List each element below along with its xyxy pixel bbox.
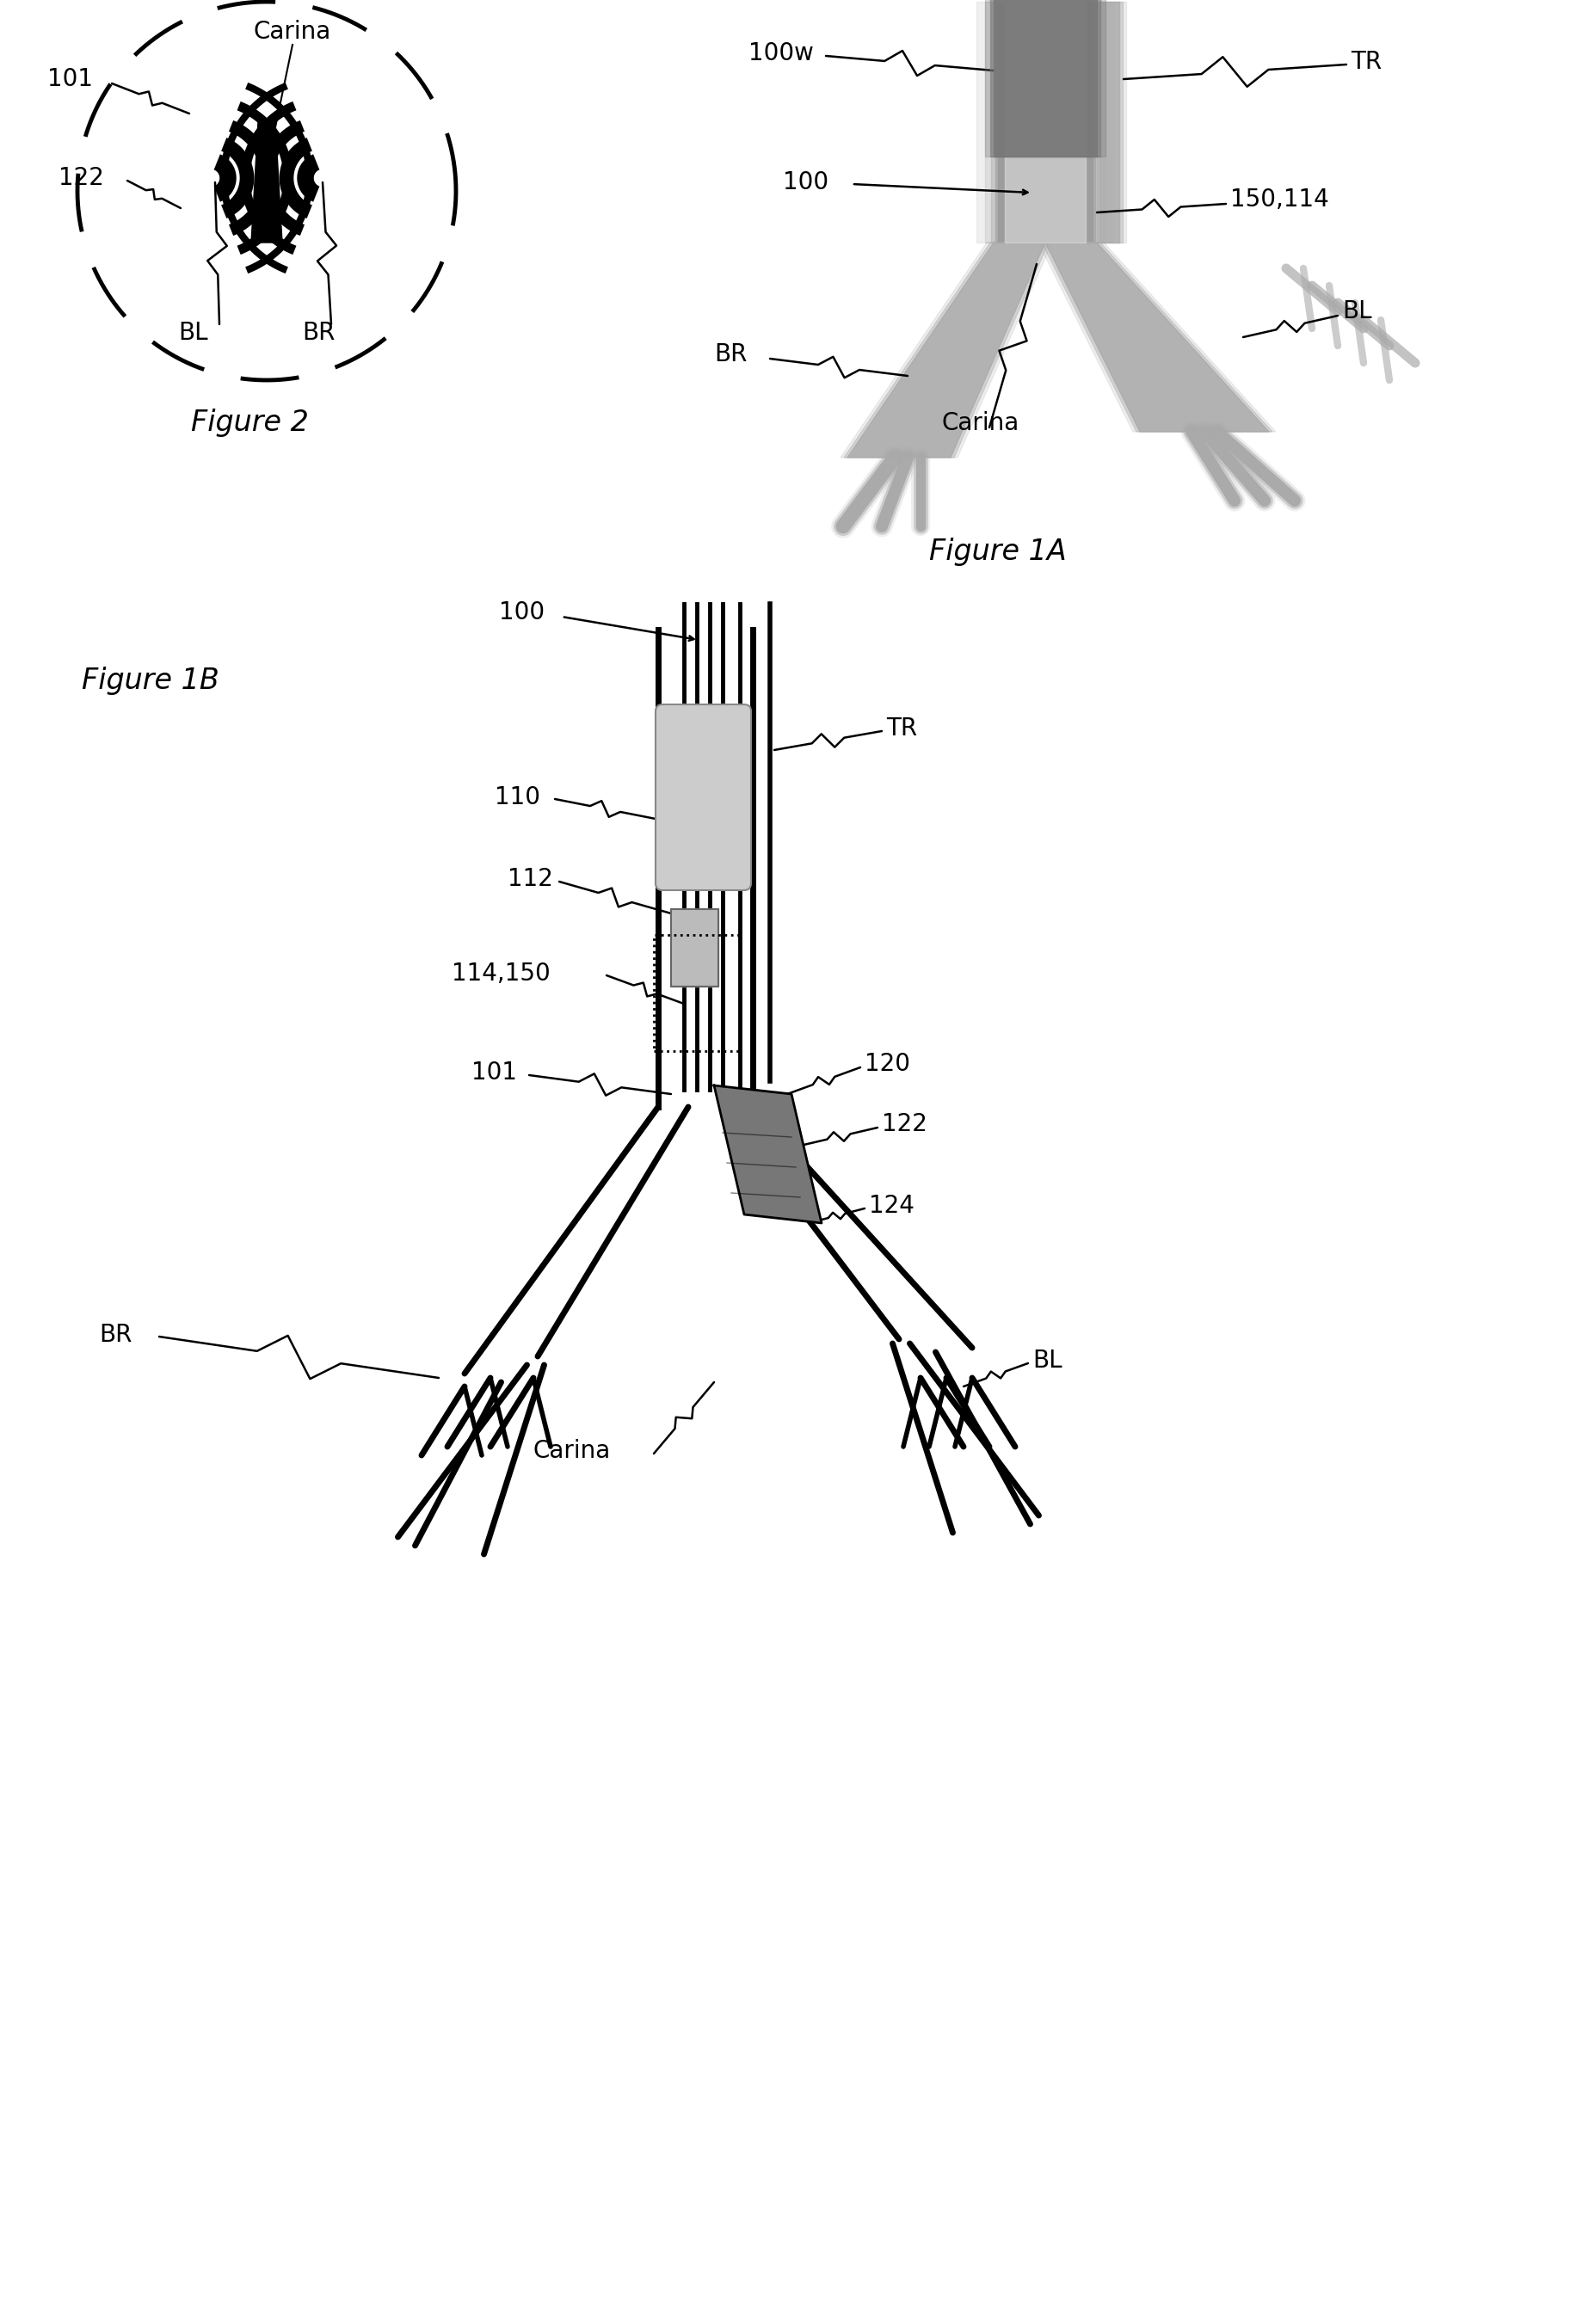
Text: 101: 101: [472, 1060, 517, 1085]
Polygon shape: [1038, 242, 1276, 432]
Bar: [1097, 2, 1123, 242]
Text: BR: BR: [99, 1322, 132, 1348]
Bar: [986, 0, 1105, 156]
Bar: [990, 0, 1101, 156]
Text: 122: 122: [59, 165, 104, 191]
Text: 120: 120: [864, 1053, 911, 1076]
Polygon shape: [250, 123, 282, 242]
Bar: [976, 2, 1113, 242]
Text: BR: BR: [301, 321, 335, 344]
Text: 114,150: 114,150: [451, 962, 550, 985]
Text: 101: 101: [48, 67, 93, 91]
Text: 122: 122: [882, 1113, 927, 1136]
Bar: [995, 2, 1096, 242]
Text: BL: BL: [1032, 1348, 1062, 1373]
Text: 150,114: 150,114: [1230, 188, 1329, 211]
Text: BR: BR: [715, 342, 746, 367]
Bar: [994, 0, 1097, 156]
Polygon shape: [844, 242, 1048, 458]
Text: Figure 1B: Figure 1B: [81, 667, 219, 695]
Text: 100w: 100w: [748, 42, 813, 65]
Text: 100: 100: [783, 170, 828, 195]
Bar: [1005, 2, 1086, 242]
Text: TR: TR: [1351, 49, 1381, 74]
Polygon shape: [715, 1085, 821, 1222]
FancyBboxPatch shape: [656, 704, 751, 890]
Text: BL: BL: [179, 321, 209, 344]
Bar: [1094, 2, 1126, 242]
Bar: [671, 909, 718, 988]
Text: Carina: Carina: [533, 1439, 611, 1464]
Polygon shape: [1042, 242, 1273, 432]
Bar: [654, 934, 740, 1050]
Text: Carina: Carina: [943, 411, 1019, 435]
Polygon shape: [841, 242, 1053, 458]
Text: 112: 112: [507, 867, 553, 890]
Text: TR: TR: [887, 716, 917, 741]
Text: Figure 2: Figure 2: [191, 409, 308, 437]
Bar: [1101, 2, 1120, 242]
Bar: [986, 2, 1105, 242]
Bar: [990, 2, 1099, 242]
Text: Carina: Carina: [254, 21, 332, 44]
Text: BL: BL: [1341, 300, 1372, 323]
Text: 100: 100: [499, 600, 544, 625]
Text: Figure 1A: Figure 1A: [930, 537, 1067, 567]
Polygon shape: [1045, 242, 1270, 432]
Text: 124: 124: [869, 1195, 914, 1218]
Text: 110: 110: [494, 786, 541, 809]
Bar: [998, 2, 1093, 242]
Bar: [671, 909, 718, 988]
Polygon shape: [847, 242, 1045, 458]
